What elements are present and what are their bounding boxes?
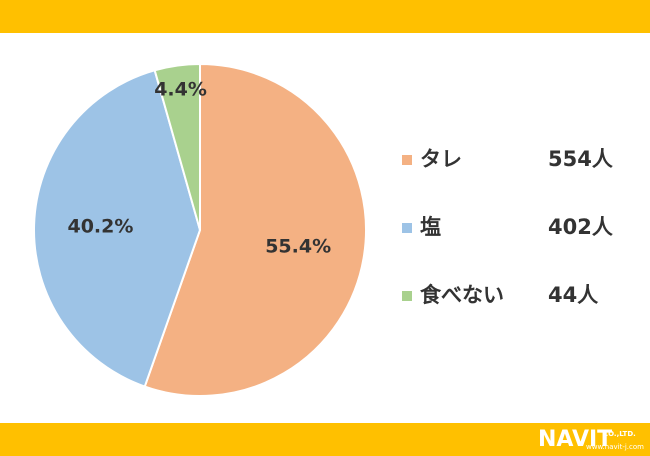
logo-company: CO.,LTD.: [603, 430, 636, 438]
legend-swatch: [402, 291, 412, 301]
bottom-bar: [0, 423, 650, 456]
legend-label: タレ: [420, 147, 462, 171]
slice-label: 40.2%: [67, 215, 133, 237]
count-label: 44人: [548, 283, 598, 307]
count-label: 402人: [548, 215, 613, 239]
legend-swatch: [402, 223, 412, 233]
legend-label: 塩: [420, 215, 441, 239]
top-bar: [0, 0, 650, 33]
slice-label: 55.4%: [265, 235, 331, 257]
logo-name: NAVIT: [538, 427, 612, 452]
pie-slice: [153, 62, 201, 231]
pie-slice: [33, 69, 202, 388]
legend-swatch: [402, 155, 412, 165]
legend-label: 食べない: [420, 283, 504, 307]
slice-label: 4.4%: [154, 79, 207, 101]
count-label: 554人: [548, 147, 613, 171]
logo-url: www.navit-j.com: [586, 443, 644, 451]
